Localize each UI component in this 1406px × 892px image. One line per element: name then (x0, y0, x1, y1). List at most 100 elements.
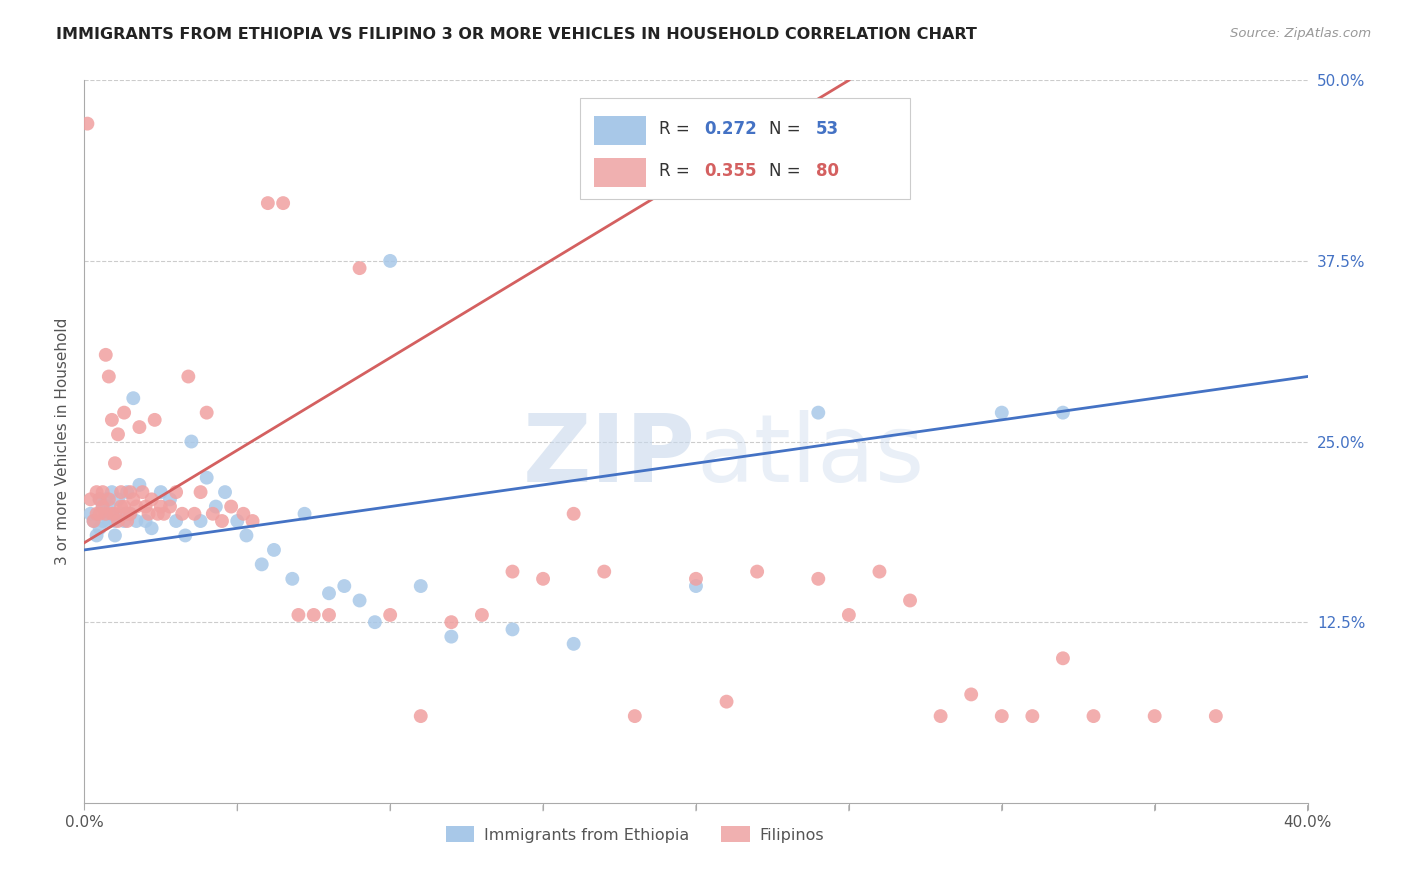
Point (91, 500, 114, 514)
Text: R =: R = (659, 162, 696, 180)
Point (226, 514, 249, 528)
Point (531, 572, 554, 586)
Point (91, 500, 114, 514)
Point (190, 485, 212, 500)
Point (141, 492, 163, 507)
Point (138, 507, 160, 521)
Point (125, 500, 148, 514)
Point (380, 253, 402, 268)
Point (177, 369, 200, 384)
Text: R =: R = (659, 120, 696, 137)
Point (104, 528, 127, 542)
Point (838, 607, 860, 622)
Bar (595, 116, 645, 145)
Point (97, 369, 120, 384)
Point (201, 507, 224, 521)
Point (135, 500, 157, 514)
Point (86, 485, 108, 500)
Point (281, 572, 304, 586)
Point (183, 507, 205, 521)
Point (122, 492, 145, 507)
Point (110, 500, 132, 514)
Point (471, 607, 494, 622)
Point (107, 427, 129, 442)
Point (562, 507, 585, 521)
Point (807, 406, 830, 420)
Point (122, 391, 145, 405)
Point (1143, 709, 1166, 723)
Point (91, 485, 114, 500)
Point (624, 709, 647, 723)
Point (869, 565, 891, 579)
Point (174, 528, 197, 542)
Point (195, 406, 218, 420)
Point (125, 514, 148, 528)
Point (86, 528, 108, 542)
Point (120, 507, 142, 521)
Point (89, 492, 111, 507)
Text: 80: 80 (815, 162, 839, 180)
Point (112, 406, 135, 420)
Point (991, 709, 1014, 723)
Point (440, 630, 463, 644)
Point (593, 565, 616, 579)
Point (1021, 709, 1043, 723)
Point (165, 485, 187, 500)
Point (364, 615, 387, 630)
Point (235, 528, 257, 542)
Point (97, 500, 120, 514)
Point (1083, 709, 1105, 723)
Text: atlas: atlas (696, 410, 924, 502)
Text: IMMIGRANTS FROM ETHIOPIA VS FILIPINO 3 OR MORE VEHICLES IN HOUSEHOLD CORRELATION: IMMIGRANTS FROM ETHIOPIA VS FILIPINO 3 O… (56, 27, 977, 42)
Point (205, 500, 228, 514)
Point (79, 492, 101, 507)
Point (143, 413, 166, 427)
Point (349, 261, 371, 276)
Point (214, 485, 236, 500)
Point (112, 500, 135, 514)
Point (131, 485, 153, 500)
Point (159, 492, 181, 507)
Point (502, 623, 524, 637)
Point (219, 500, 242, 514)
Point (172, 507, 194, 521)
Point (89, 507, 111, 521)
Point (409, 579, 432, 593)
Point (120, 485, 142, 500)
Point (115, 514, 138, 528)
Point (141, 521, 163, 535)
Point (1205, 709, 1227, 723)
Point (271, 196, 294, 211)
Point (685, 579, 707, 593)
Text: ZIP: ZIP (523, 410, 696, 502)
Text: N =: N = (769, 162, 806, 180)
Point (1052, 406, 1074, 420)
Point (165, 514, 187, 528)
Point (128, 478, 150, 492)
Point (86, 507, 108, 521)
Point (502, 565, 524, 579)
Point (409, 709, 432, 723)
Point (101, 507, 124, 521)
Point (929, 709, 952, 723)
Text: Source: ZipAtlas.com: Source: ZipAtlas.com (1230, 27, 1371, 40)
Point (149, 500, 172, 514)
Point (94, 507, 117, 521)
Point (716, 695, 738, 709)
Point (91, 514, 114, 528)
Point (101, 413, 124, 427)
Point (242, 514, 264, 528)
Point (1052, 651, 1074, 665)
Point (146, 507, 169, 521)
Point (159, 500, 181, 514)
Point (349, 593, 371, 607)
Point (83, 514, 105, 528)
Point (97, 514, 120, 528)
Point (747, 565, 769, 579)
Text: N =: N = (769, 120, 806, 137)
Point (97, 492, 120, 507)
Point (263, 542, 285, 557)
Point (104, 514, 127, 528)
Point (110, 507, 132, 521)
Legend: Immigrants from Ethiopia, Filipinos: Immigrants from Ethiopia, Filipinos (439, 820, 831, 849)
